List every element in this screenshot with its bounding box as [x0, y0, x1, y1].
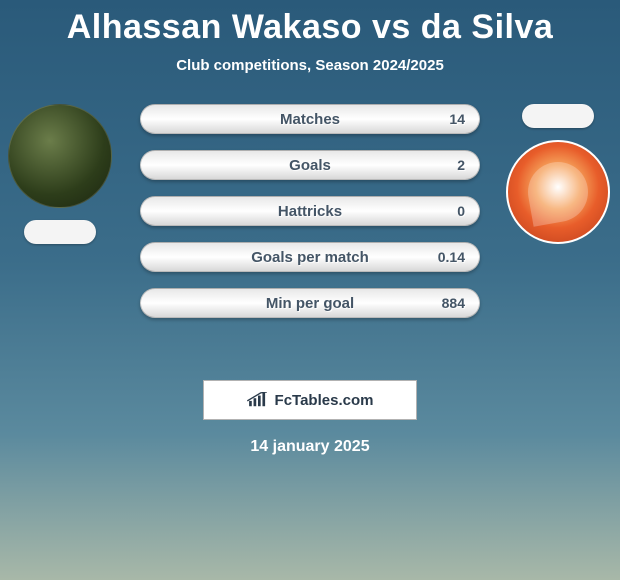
stat-bar: Min per goal 884 [140, 288, 480, 318]
stat-value: 0.14 [438, 249, 465, 265]
stat-bar: Matches 14 [140, 104, 480, 134]
stat-value: 2 [457, 157, 465, 173]
stat-value: 14 [449, 111, 465, 127]
stat-value: 884 [442, 295, 465, 311]
player-right-block [506, 104, 610, 244]
player-right-club-logo [506, 140, 610, 244]
stat-bar: Goals per match 0.14 [140, 242, 480, 272]
stat-label: Goals [289, 157, 331, 174]
page-title: Alhassan Wakaso vs da Silva [0, 0, 620, 47]
player-right-flag [522, 104, 594, 128]
stat-bar: Goals 2 [140, 150, 480, 180]
stat-bar: Hattricks 0 [140, 196, 480, 226]
branding-badge: FcTables.com [203, 380, 417, 420]
subtitle: Club competitions, Season 2024/2025 [0, 57, 620, 74]
comparison-content: Matches 14 Goals 2 Hattricks 0 Goals per… [0, 104, 620, 364]
stat-label: Matches [280, 111, 340, 128]
stat-label: Goals per match [251, 249, 369, 266]
stat-bars: Matches 14 Goals 2 Hattricks 0 Goals per… [140, 104, 480, 334]
date-label: 14 january 2025 [0, 438, 620, 456]
branding-text: FcTables.com [275, 392, 374, 409]
player-left-avatar [8, 104, 112, 208]
stat-label: Min per goal [266, 295, 354, 312]
player-left-block [8, 104, 112, 244]
stat-label: Hattricks [278, 203, 342, 220]
player-left-flag [24, 220, 96, 244]
chart-icon [247, 392, 269, 408]
stat-value: 0 [457, 203, 465, 219]
